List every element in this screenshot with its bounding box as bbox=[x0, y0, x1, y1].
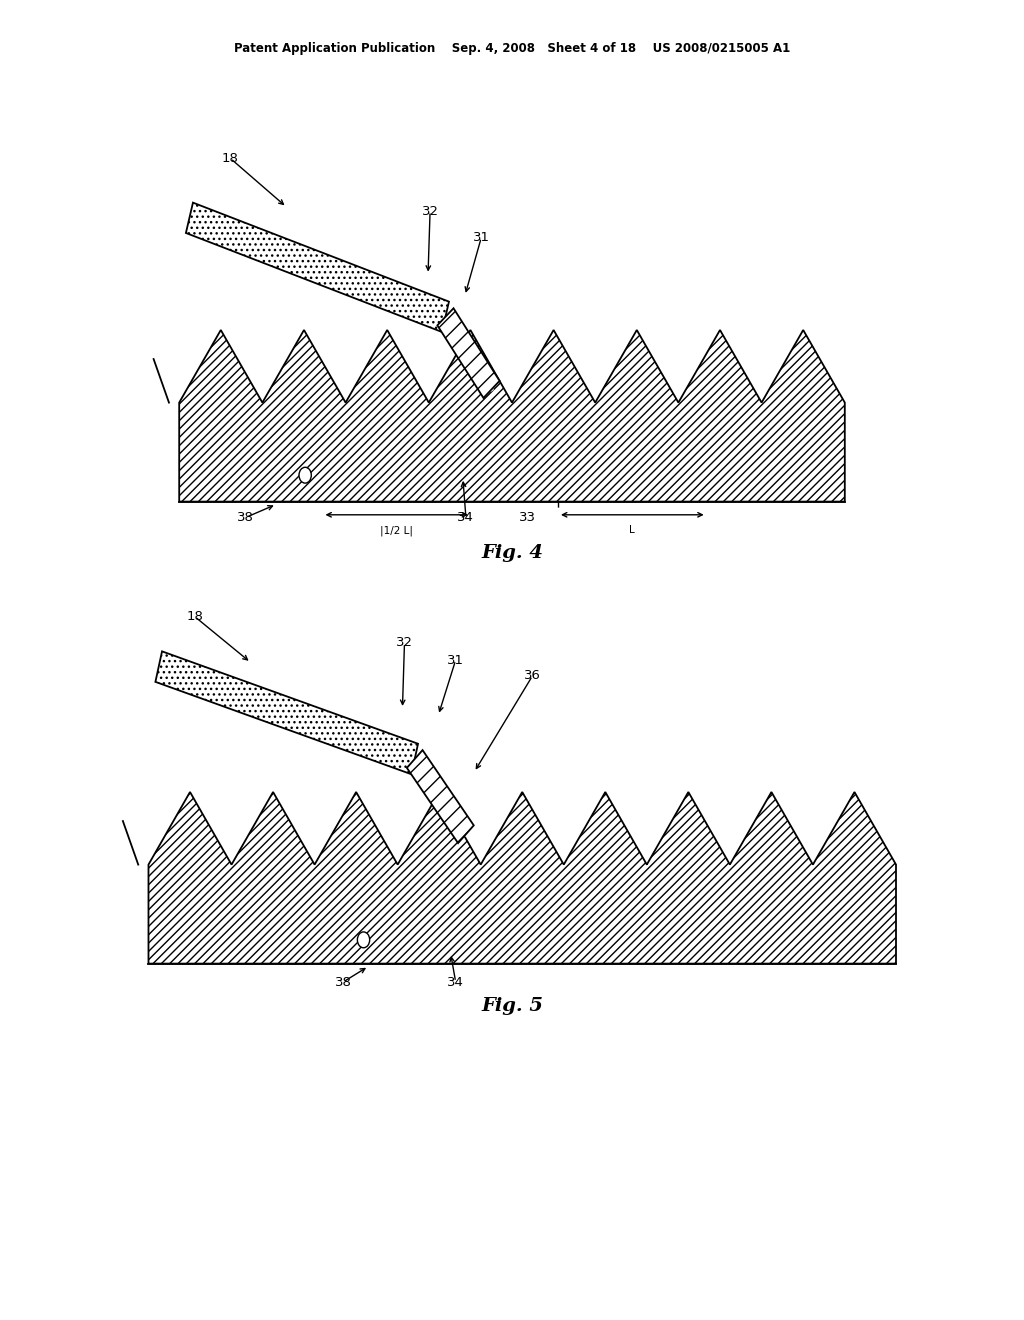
Text: 38: 38 bbox=[238, 511, 254, 524]
Polygon shape bbox=[186, 203, 449, 331]
Polygon shape bbox=[407, 750, 474, 843]
Text: 32: 32 bbox=[396, 636, 413, 649]
Text: 36: 36 bbox=[524, 669, 541, 682]
Polygon shape bbox=[156, 651, 418, 775]
Text: 34: 34 bbox=[447, 975, 464, 989]
Text: 18: 18 bbox=[186, 610, 203, 623]
Circle shape bbox=[357, 932, 370, 948]
Circle shape bbox=[299, 467, 311, 483]
Text: 33: 33 bbox=[519, 511, 536, 524]
Text: Fig. 5: Fig. 5 bbox=[481, 997, 543, 1015]
Text: Fig. 4: Fig. 4 bbox=[481, 544, 543, 562]
Text: 18: 18 bbox=[222, 152, 239, 165]
Text: Patent Application Publication    Sep. 4, 2008   Sheet 4 of 18    US 2008/021500: Patent Application Publication Sep. 4, 2… bbox=[233, 42, 791, 55]
Polygon shape bbox=[179, 330, 845, 502]
Text: 32: 32 bbox=[422, 205, 438, 218]
Text: 34: 34 bbox=[458, 511, 474, 524]
Text: 31: 31 bbox=[473, 231, 489, 244]
Text: L: L bbox=[630, 525, 635, 536]
Polygon shape bbox=[148, 792, 896, 964]
Text: 31: 31 bbox=[447, 653, 464, 667]
Polygon shape bbox=[437, 309, 500, 397]
Text: 38: 38 bbox=[335, 975, 351, 989]
Text: |1/2 L|: |1/2 L| bbox=[380, 525, 414, 536]
